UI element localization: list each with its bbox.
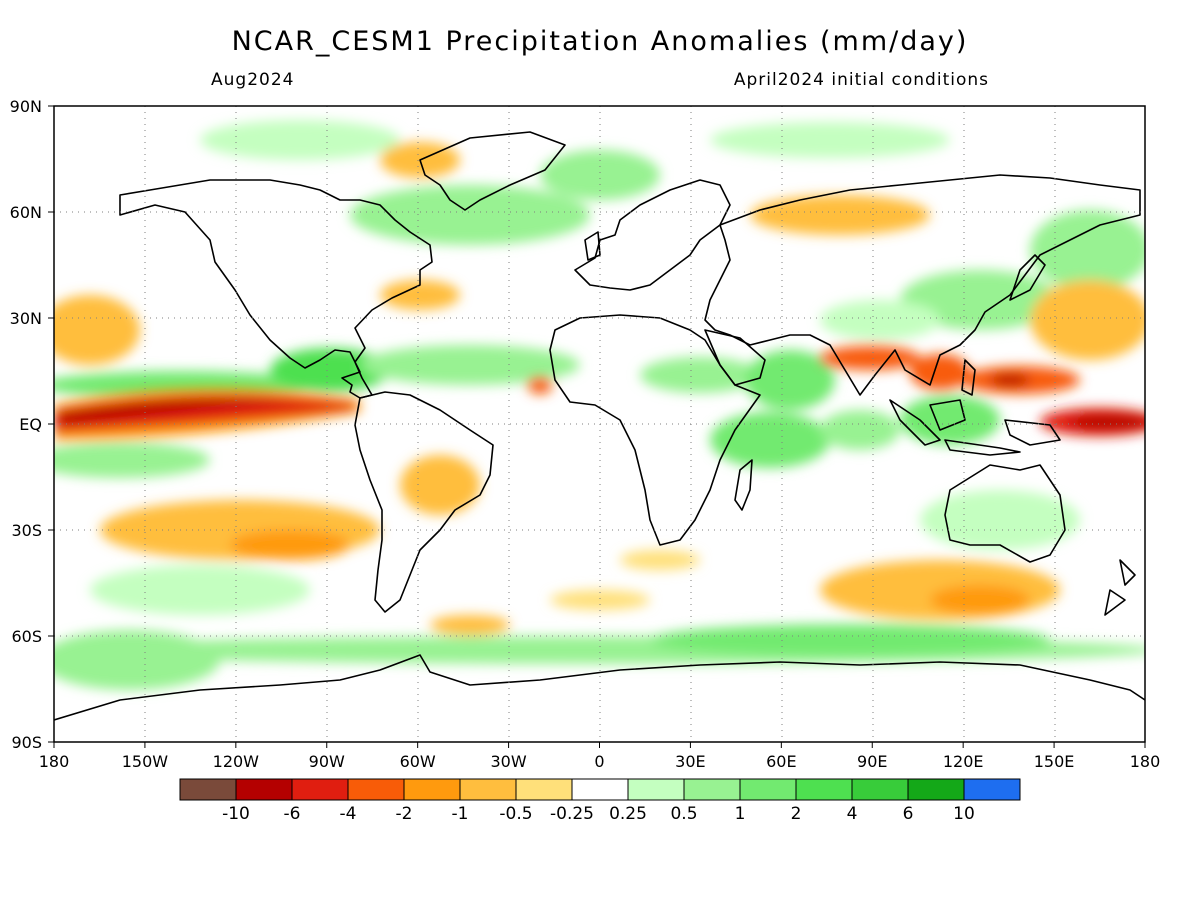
colorbar-label: 2 [791,804,802,824]
colorbar-swatch [795,778,853,801]
lon-axis: 180 150W 120W 90W 60W 30W 0 30E 60E 90E 120E 150E 18… [39,742,1161,771]
colorbar-swatch [515,778,573,801]
colorbar [179,778,1021,801]
colorbar-label: 0.25 [609,804,647,824]
grid-lines [54,106,1145,742]
lon-tick-label: 60W [400,752,436,771]
lat-axis: 90N 60N 30N EQ 30S 60S 90S [10,97,54,752]
lon-tick-label: 180 [1130,752,1161,771]
lat-tick-label: 60N [10,203,42,222]
colorbar-swatch [347,778,405,801]
lon-tick-label: 60E [766,752,796,771]
lat-tick-label: 90S [11,733,42,752]
colorbar-swatch [179,778,237,801]
lon-tick-label: 0 [594,752,604,771]
colorbar-label: -1 [452,804,469,824]
lon-tick-label: 90E [857,752,887,771]
colorbar-swatch [683,778,741,801]
lon-tick-label: 150E [1034,752,1075,771]
colorbar-swatch [851,778,909,801]
lat-tick-label: EQ [19,415,42,434]
colorbar-label: -0.25 [550,804,594,824]
init-conditions-label: April2024 initial conditions [733,70,989,90]
colorbar-swatch [963,778,1021,801]
colorbar-swatch [627,778,685,801]
colorbar-label: -4 [340,804,357,824]
colorbar-label: -0.5 [499,804,532,824]
lon-tick-label: 90W [309,752,345,771]
lat-tick-label: 90N [10,97,42,116]
lon-tick-label: 120E [943,752,984,771]
coastlines [54,131,1145,721]
colorbar-swatch [571,778,629,801]
lon-tick-label: 180 [39,752,70,771]
colorbar-label: -2 [396,804,413,824]
colorbar-label: 1 [735,804,746,824]
colorbar-label: 6 [903,804,914,824]
lon-tick-label: 120W [213,752,260,771]
colorbar-swatch [907,778,965,801]
lon-tick-label: 30E [675,752,705,771]
colorbar-swatch [459,778,517,801]
page-title: NCAR_CESM1 Precipitation Anomalies (mm/d… [231,26,969,57]
colorbar-label: -6 [284,804,301,824]
lat-tick-label: 30N [10,309,42,328]
colorbar-swatch [403,778,461,801]
anomaly-field [54,106,1145,742]
colorbar-labels: -10 -6 -4 -2 -1 -0.5 -0.25 0.25 0.5 1 2 4 6 10 [222,804,975,824]
colorbar-swatch [235,778,293,801]
lon-tick-label: 150W [122,752,169,771]
colorbar-swatch [739,778,797,801]
valid-month-label: Aug2024 [211,70,295,90]
lat-tick-label: 30S [11,521,42,540]
lon-tick-label: 30W [490,752,526,771]
colorbar-label: 10 [953,804,975,824]
colorbar-swatch [291,778,349,801]
lat-tick-label: 60S [11,627,42,646]
colorbar-label: 4 [847,804,858,824]
colorbar-label: 0.5 [670,804,697,824]
colorbar-label: -10 [222,804,250,824]
